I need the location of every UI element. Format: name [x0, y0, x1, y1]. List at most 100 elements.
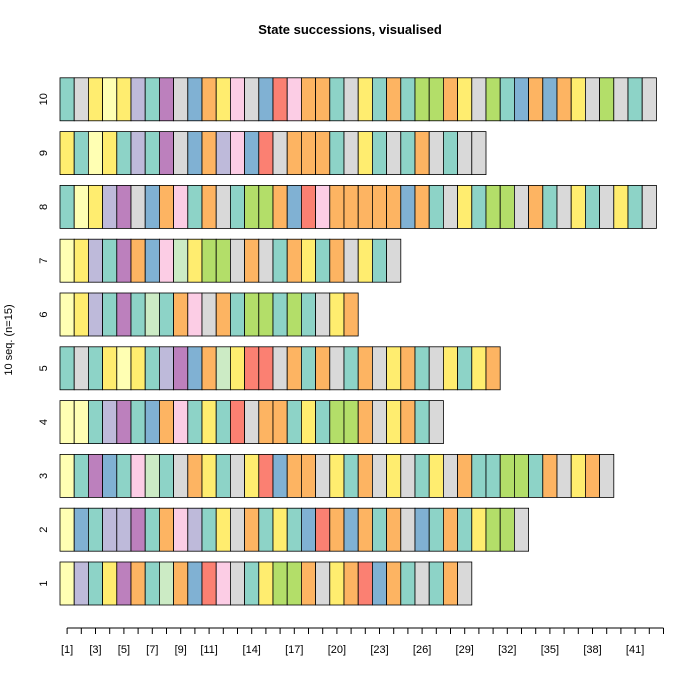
state-cell: [88, 184, 104, 229]
state-cell: [201, 184, 217, 229]
state-cell: [386, 561, 402, 606]
state-cell: [59, 507, 75, 552]
state-cell: [428, 561, 444, 606]
state-cell: [201, 400, 217, 445]
state-cell: [343, 131, 359, 176]
sequence-row-10: [59, 77, 657, 122]
state-cell: [343, 400, 359, 445]
x-tick-label: [35]: [541, 644, 559, 656]
state-cell: [528, 184, 544, 229]
state-cell: [116, 453, 132, 498]
state-cell: [102, 184, 118, 229]
state-cell: [187, 507, 203, 552]
state-cell: [272, 77, 288, 122]
state-cell: [272, 292, 288, 337]
state-cell: [428, 346, 444, 391]
sequence-row-4: [59, 400, 444, 445]
x-tick-label: [20]: [328, 644, 346, 656]
state-cell: [59, 346, 75, 391]
chart-title: State successions, visualised: [258, 22, 442, 37]
state-cell: [173, 131, 189, 176]
state-cell: [315, 453, 331, 498]
state-cell: [88, 77, 104, 122]
state-cell: [116, 400, 132, 445]
state-cell: [315, 292, 331, 337]
state-cell: [428, 184, 444, 229]
sequence-row-8: [59, 184, 657, 229]
state-cell: [471, 453, 487, 498]
state-cell: [130, 131, 146, 176]
state-cell: [144, 507, 160, 552]
state-cell: [244, 346, 260, 391]
state-cell: [201, 453, 217, 498]
state-cell: [73, 507, 89, 552]
state-cell: [272, 400, 288, 445]
state-cell: [88, 507, 104, 552]
state-cell: [229, 184, 245, 229]
state-cell: [343, 238, 359, 283]
state-cell: [187, 453, 203, 498]
state-cell: [158, 238, 174, 283]
state-cell: [329, 292, 345, 337]
state-cell: [102, 238, 118, 283]
state-cell: [485, 507, 501, 552]
state-cell: [229, 561, 245, 606]
state-cell: [641, 77, 657, 122]
state-cell: [88, 453, 104, 498]
state-cell: [471, 507, 487, 552]
state-cell: [400, 77, 416, 122]
state-cell: [386, 400, 402, 445]
state-cell: [215, 238, 231, 283]
state-cell: [215, 131, 231, 176]
x-tick-label: [41]: [626, 644, 644, 656]
state-cell: [315, 77, 331, 122]
state-cell: [73, 184, 89, 229]
state-cell: [116, 561, 132, 606]
state-cell: [130, 238, 146, 283]
state-cell: [542, 77, 558, 122]
state-cell: [457, 346, 473, 391]
state-cell: [173, 292, 189, 337]
state-cell: [570, 77, 586, 122]
state-cell: [514, 77, 530, 122]
sequence-row-3: [59, 453, 615, 498]
state-cell: [386, 507, 402, 552]
state-cell: [471, 131, 487, 176]
x-tick-label: [7]: [146, 644, 158, 656]
y-tick-label: 9: [38, 150, 50, 156]
state-cell: [73, 561, 89, 606]
state-cell: [286, 238, 302, 283]
state-cell: [59, 561, 75, 606]
state-cell: [173, 561, 189, 606]
state-cell: [329, 561, 345, 606]
state-cell: [173, 77, 189, 122]
state-cell: [514, 453, 530, 498]
state-cell: [215, 292, 231, 337]
state-cell: [457, 184, 473, 229]
state-cell: [244, 184, 260, 229]
state-cell: [371, 453, 387, 498]
state-cell: [442, 507, 458, 552]
state-cell: [158, 292, 174, 337]
state-cell: [357, 400, 373, 445]
state-cell: [400, 453, 416, 498]
state-cell: [428, 453, 444, 498]
state-cell: [201, 561, 217, 606]
state-cell: [244, 238, 260, 283]
state-cell: [613, 184, 629, 229]
state-cell: [300, 131, 316, 176]
state-cell: [173, 507, 189, 552]
state-cell: [371, 346, 387, 391]
state-cell: [300, 184, 316, 229]
state-cell: [59, 453, 75, 498]
state-cell: [258, 292, 274, 337]
state-cell: [229, 507, 245, 552]
x-tick-label: [38]: [583, 644, 601, 656]
state-cell: [371, 507, 387, 552]
state-cell: [102, 292, 118, 337]
state-cell: [371, 400, 387, 445]
state-cell: [173, 184, 189, 229]
state-cell: [315, 238, 331, 283]
state-cell: [102, 453, 118, 498]
state-cell: [315, 184, 331, 229]
